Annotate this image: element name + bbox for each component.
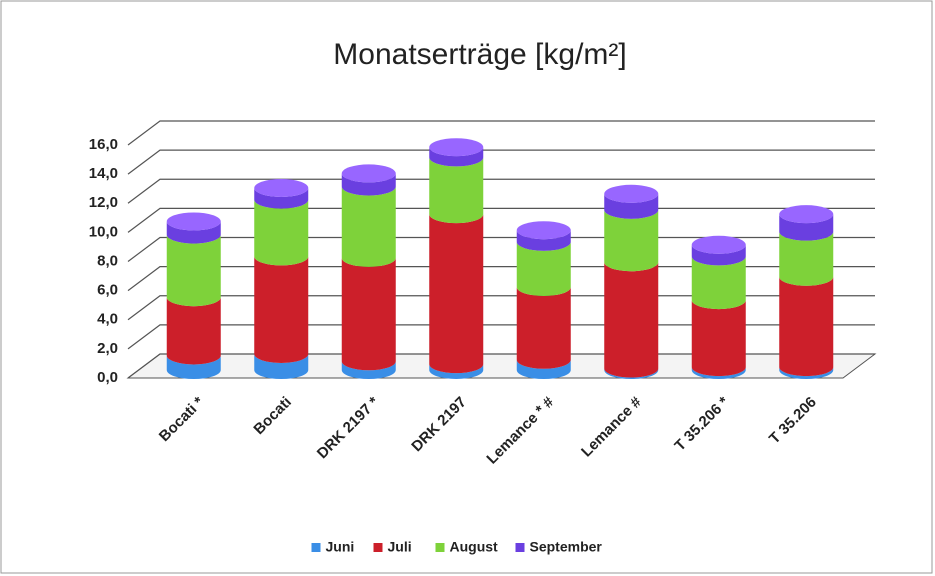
bar-segment	[254, 187, 309, 209]
bar-segment	[691, 256, 746, 310]
bar-segment	[166, 297, 221, 365]
bar-segment	[341, 257, 396, 371]
bar-cap	[341, 164, 396, 183]
legend-label: Juni	[326, 539, 355, 555]
y-tick-label: 6,0	[97, 282, 118, 299]
bar-segment	[429, 157, 484, 224]
bar-segment	[604, 368, 659, 379]
grid-line	[127, 178, 875, 204]
bar-cap	[779, 205, 834, 224]
bar-segment	[604, 193, 659, 219]
grid-line	[127, 149, 875, 175]
y-tick-label: 16,0	[89, 136, 118, 153]
y-tick-label: 4,0	[97, 311, 118, 328]
bar-segment	[429, 214, 484, 374]
bar-cap	[429, 138, 484, 157]
bar-segment	[691, 244, 746, 266]
y-tick-label: 14,0	[89, 165, 118, 182]
bar-segment	[254, 353, 309, 379]
bar-segment	[779, 276, 834, 377]
bar-segment	[604, 209, 659, 272]
bar-segment	[604, 262, 659, 378]
bar-segment	[166, 234, 221, 307]
y-tick-label: 2,0	[97, 340, 118, 357]
legend-label: Juli	[388, 539, 412, 555]
bar-cap	[691, 235, 746, 254]
bar-cap	[516, 221, 571, 240]
bar-segment	[516, 230, 571, 251]
legend-swatch	[435, 543, 445, 552]
bar-cap	[166, 212, 221, 231]
legend-label: September	[530, 539, 603, 555]
legend-swatch	[373, 543, 383, 552]
bar-segment	[779, 214, 834, 241]
bar-cap	[604, 184, 659, 203]
bar-segment	[516, 241, 571, 296]
bar-segment	[516, 359, 571, 379]
legend-label: August	[450, 539, 499, 555]
bar-segment	[779, 367, 834, 379]
bar-segment	[429, 364, 484, 379]
bar-cap	[254, 178, 309, 197]
bar-segment	[429, 147, 484, 167]
legend-swatch	[311, 543, 321, 552]
bar-segment	[166, 221, 221, 244]
bar-segment	[166, 355, 221, 379]
y-tick-label: 10,0	[89, 223, 118, 240]
grid-line	[127, 120, 875, 146]
bar-segment	[779, 231, 834, 286]
floor	[126, 353, 877, 379]
bar-segment	[516, 286, 571, 369]
bar-segment	[254, 256, 309, 363]
y-tick-label: 8,0	[97, 252, 118, 269]
bar-segment	[341, 173, 396, 196]
y-tick-label: 12,0	[89, 194, 118, 211]
bar-segment	[691, 367, 746, 379]
bar-segment	[341, 361, 396, 379]
legend-swatch	[515, 543, 525, 552]
chart-title: Monatserträge [kg/m²]	[333, 38, 626, 71]
bar-segment	[254, 199, 309, 266]
y-tick-label: 0,0	[97, 369, 118, 386]
bar-segment	[691, 300, 746, 377]
bar-segment	[341, 186, 396, 267]
